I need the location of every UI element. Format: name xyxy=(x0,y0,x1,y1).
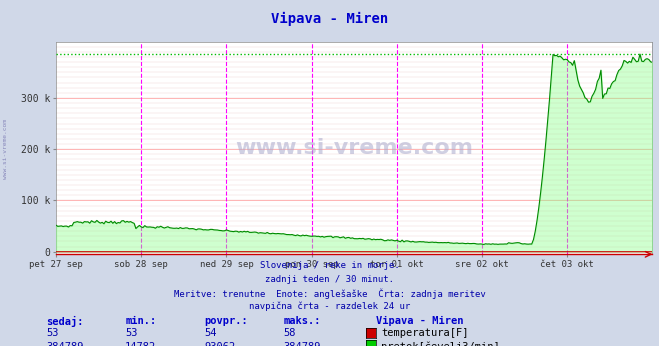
Text: temperatura[F]: temperatura[F] xyxy=(381,328,469,338)
Text: povpr.:: povpr.: xyxy=(204,316,248,326)
Text: navpična črta - razdelek 24 ur: navpična črta - razdelek 24 ur xyxy=(249,302,410,311)
Text: 54: 54 xyxy=(204,328,217,338)
Text: Meritve: trenutne  Enote: anglešaške  Črta: zadnja meritev: Meritve: trenutne Enote: anglešaške Črta… xyxy=(173,289,486,299)
Text: 384789: 384789 xyxy=(283,342,321,346)
Text: zadnji teden / 30 minut.: zadnji teden / 30 minut. xyxy=(265,275,394,284)
Text: 58: 58 xyxy=(283,328,296,338)
Text: 53: 53 xyxy=(125,328,138,338)
Text: min.:: min.: xyxy=(125,316,156,326)
Text: 53: 53 xyxy=(46,328,59,338)
Text: pretok[čevelj3/min]: pretok[čevelj3/min] xyxy=(381,342,500,346)
Text: www.si-vreme.com: www.si-vreme.com xyxy=(3,119,9,179)
Text: Slovenija / reke in morje.: Slovenija / reke in morje. xyxy=(260,261,399,270)
Text: Vipava - Miren: Vipava - Miren xyxy=(271,12,388,26)
Text: 384789: 384789 xyxy=(46,342,84,346)
Text: Vipava - Miren: Vipava - Miren xyxy=(376,316,463,326)
Text: 93062: 93062 xyxy=(204,342,235,346)
Text: www.si-vreme.com: www.si-vreme.com xyxy=(235,138,473,158)
Text: 14782: 14782 xyxy=(125,342,156,346)
Text: maks.:: maks.: xyxy=(283,316,321,326)
Text: sedaj:: sedaj: xyxy=(46,316,84,327)
